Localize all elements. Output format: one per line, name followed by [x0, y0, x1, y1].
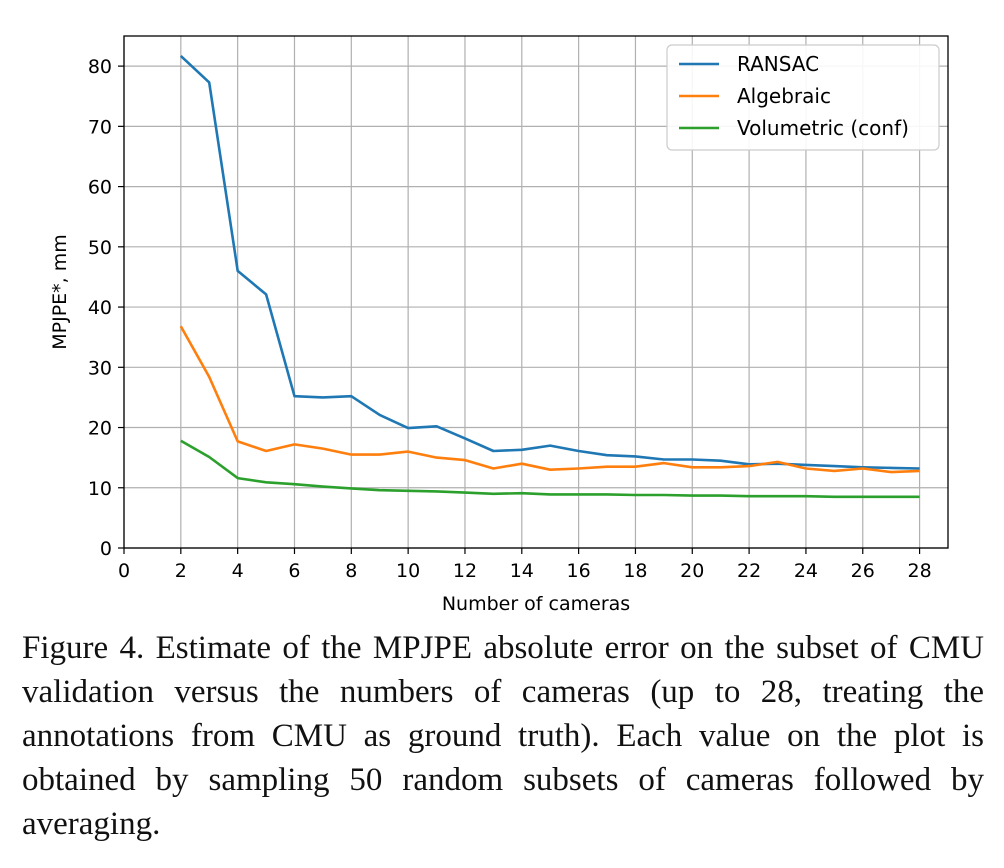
y-tick-label: 40 — [88, 297, 112, 319]
legend: RANSAC Algebraic Volumetric (conf) — [666, 44, 940, 151]
mpjpe-chart: 0 2 4 6 8 10 12 14 16 18 20 22 24 26 28010203040506070… — [49, 35, 949, 615]
y-tick-label: 80 — [88, 56, 112, 78]
x-axis-label: Number of cameras — [442, 593, 630, 615]
y-tick-label: 70 — [88, 116, 112, 138]
x-tick-label: 18 — [623, 560, 647, 582]
y-tick-label: 30 — [88, 357, 112, 379]
x-tick-label: 16 — [567, 560, 591, 582]
legend-label: Algebraic — [737, 84, 831, 108]
x-tick-label: 2 — [175, 560, 187, 582]
x-tick-label: 10 — [396, 560, 420, 582]
caption-line: CMU validation versus the numbers of cam… — [22, 630, 985, 710]
series-line-volumetric-conf — [180, 439, 920, 499]
x-tick-label: 14 — [510, 560, 534, 582]
y-tick-label: 20 — [88, 418, 112, 440]
x-tick-label: 26 — [851, 560, 875, 582]
caption-line: is obtained by sampling 50 random subset… — [22, 718, 984, 798]
y-tick-label: 60 — [88, 177, 112, 199]
series-line-algebraic — [179, 325, 920, 474]
caption-line: the annotations from CMU as ground truth… — [22, 674, 985, 754]
x-tick-label: 20 — [680, 560, 704, 582]
x-tick-label: 4 — [232, 560, 244, 582]
legend-box — [666, 44, 940, 151]
y-tick-label: 10 — [88, 478, 112, 500]
y-tick-label: 50 — [88, 237, 112, 259]
plot-frame — [123, 35, 949, 549]
series-lines — [179, 54, 920, 499]
caption-line: Figure 4. Estimate of the MPJPE absolute… — [22, 630, 898, 666]
x-tick-label: 8 — [345, 560, 357, 582]
caption-line: averaging. — [22, 806, 161, 842]
x-tick-label: 6 — [288, 560, 300, 582]
x-tick-label: 22 — [737, 560, 761, 582]
series-line-ransac — [179, 54, 920, 470]
x-tick-label: 24 — [794, 560, 818, 582]
y-tick-label: 0 — [100, 538, 112, 560]
axis-ticks: 0 2 4 6 8 10 12 14 16 18 20 22 24 26 28010203040506070… — [88, 56, 932, 582]
y-axis-label: MPJPE*, mm — [49, 234, 71, 350]
x-tick-label: 0 — [118, 560, 130, 582]
x-tick-label: 28 — [907, 560, 931, 582]
figure-caption: Figure 4. Estimate of the MPJPE absolute… — [22, 626, 984, 846]
legend-label: Volumetric (conf) — [737, 116, 909, 140]
legend-label: RANSAC — [737, 52, 819, 76]
x-tick-label: 12 — [453, 560, 477, 582]
